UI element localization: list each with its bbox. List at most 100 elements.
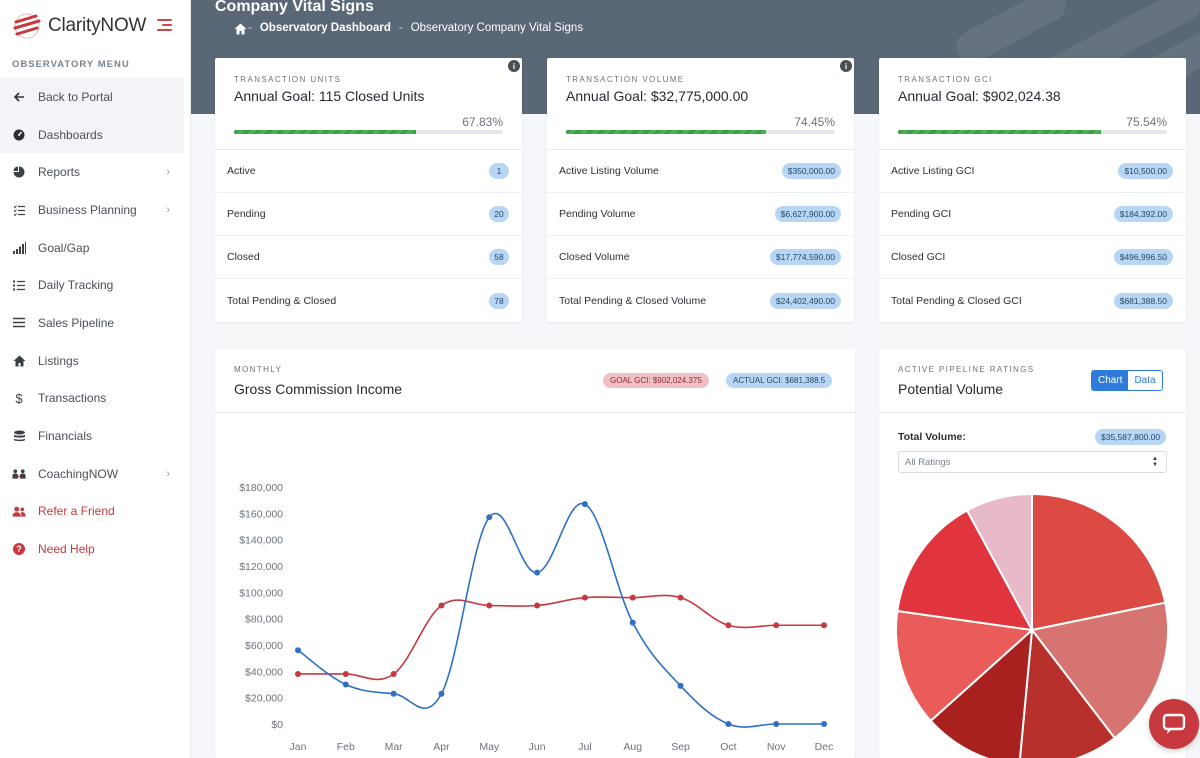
sidebar-item-business-planning[interactable]: Business Planning › <box>0 191 184 229</box>
sidebar-item-coachingnow[interactable]: CoachingNOW › <box>0 455 184 493</box>
home-icon[interactable] <box>234 23 247 35</box>
data-point[interactable] <box>534 569 541 576</box>
arrow-left-icon <box>12 90 26 104</box>
data-point[interactable] <box>534 602 541 609</box>
sidebar-item-listings[interactable]: Listings <box>0 342 184 380</box>
kpi-row-value-badge: 78 <box>489 292 509 309</box>
signal-bars-icon <box>12 241 26 255</box>
data-point[interactable] <box>677 682 684 689</box>
data-point[interactable] <box>295 670 301 677</box>
x-tick-label: May <box>479 741 500 753</box>
sidebar-item-daily-tracking[interactable]: Daily Tracking <box>0 266 184 304</box>
pie-slice[interactable] <box>895 609 1035 723</box>
data-point[interactable] <box>821 721 827 727</box>
kpi-row-label: Pending GCI <box>891 208 952 220</box>
y-tick-label: $100,000 <box>239 587 283 599</box>
pie-slice[interactable] <box>965 492 1033 631</box>
y-tick-label: $60,000 <box>245 640 283 652</box>
kpi-row: Closed Volume $17,774,590.00 <box>547 236 854 279</box>
kpi-row-label: Closed <box>227 251 260 263</box>
y-tick-label: $40,000 <box>245 666 283 678</box>
kpi-row: Closed 58 <box>215 236 522 279</box>
sidebar-item-need-help[interactable]: ? Need Help <box>0 530 184 568</box>
data-point[interactable] <box>390 670 397 677</box>
users-icon <box>12 504 26 518</box>
data-point[interactable] <box>677 594 684 601</box>
toggle-chart-button[interactable]: Chart <box>1092 371 1129 390</box>
info-icon[interactable]: i <box>840 60 852 72</box>
y-tick-label: $80,000 <box>245 614 283 626</box>
pie-slice[interactable] <box>929 627 1034 758</box>
toggle-data-button[interactable]: Data <box>1128 371 1162 390</box>
question-circle-icon: ? <box>12 542 26 556</box>
data-point[interactable] <box>629 619 636 626</box>
y-tick-label: $180,000 <box>239 482 283 494</box>
sidebar-item-label: Daily Tracking <box>38 278 114 293</box>
sidebar-item-refer-a-friend[interactable]: Refer a Friend <box>0 493 184 531</box>
sidebar-item-sales-pipeline[interactable]: Sales Pipeline <box>0 304 184 342</box>
sidebar-item-back-to-portal[interactable]: Back to Portal <box>0 78 184 116</box>
data-point[interactable] <box>821 622 827 629</box>
chat-bubble-icon <box>1162 713 1186 734</box>
actual-gci-badge: ACTUAL GCI: $681,388.5 <box>726 373 833 388</box>
chart-title: Gross Commission Income <box>234 381 403 397</box>
kpi-row-label: Pending Volume <box>559 208 636 220</box>
sidebar-item-label: Back to Portal <box>38 89 113 104</box>
breadcrumb-link-observatory-dashboard[interactable]: Observatory Dashboard <box>259 22 391 34</box>
checklist-icon <box>12 203 26 217</box>
data-point[interactable] <box>486 602 493 609</box>
pie-slice[interactable] <box>1019 627 1117 758</box>
kpi-row: Total Pending & Closed Volume $24,402,490… <box>547 279 854 322</box>
data-point[interactable] <box>390 690 397 697</box>
sidebar-item-financials[interactable]: Financials <box>0 417 184 455</box>
data-point[interactable] <box>773 622 780 629</box>
data-point[interactable] <box>438 602 445 609</box>
kpi-row: Closed GCI $496,996.50 <box>879 236 1186 279</box>
progress-bar-fill <box>234 130 417 134</box>
kpi-percent: 74.45% <box>794 115 835 129</box>
sidebar-item-transactions[interactable]: $ Transactions <box>0 380 184 418</box>
kpi-percent: 75.54% <box>1126 115 1167 129</box>
menu-toggle-icon[interactable] <box>157 19 172 34</box>
breadcrumb-separator: - <box>398 22 403 34</box>
dashboard-gauge-icon <box>12 128 26 142</box>
brand-logo[interactable]: ClarityNOW <box>12 12 146 40</box>
people-icon <box>12 467 26 481</box>
data-point[interactable] <box>581 594 588 601</box>
info-icon[interactable]: i <box>508 60 520 72</box>
sidebar-item-reports[interactable]: Reports › <box>0 153 184 191</box>
data-point[interactable] <box>773 721 780 727</box>
chat-button[interactable] <box>1149 699 1199 749</box>
y-tick-label: $160,000 <box>239 508 283 520</box>
progress-bar <box>898 130 1167 134</box>
pie-slice[interactable] <box>1031 492 1167 632</box>
y-tick-label: $0 <box>271 719 283 731</box>
progress-bar <box>566 130 835 134</box>
pie-slice[interactable] <box>896 509 1034 632</box>
kpi-row-value-badge: $184,392.00 <box>1113 206 1173 222</box>
data-point[interactable] <box>342 670 349 677</box>
kpi-row-value-badge: 20 <box>489 206 509 222</box>
sidebar-item-dashboards[interactable]: Dashboards <box>0 115 184 154</box>
data-point[interactable] <box>486 514 493 521</box>
kpi-row-label: Active Listing Volume <box>559 165 659 177</box>
x-tick-label: Nov <box>767 741 786 753</box>
home-icon <box>12 354 26 368</box>
data-point[interactable] <box>342 681 349 688</box>
data-point[interactable] <box>725 622 732 629</box>
kpi-row-value-badge: 1 <box>489 163 509 179</box>
pie-slice[interactable] <box>1030 601 1169 740</box>
x-tick-label: Sep <box>671 741 690 753</box>
kpi-row-label: Active Listing GCI <box>891 165 975 177</box>
data-point[interactable] <box>725 721 732 727</box>
sidebar-item-label: Goal/Gap <box>38 240 90 255</box>
sidebar-item-goal-gap[interactable]: Goal/Gap <box>0 229 184 267</box>
data-point[interactable] <box>581 501 588 508</box>
data-point[interactable] <box>629 594 636 601</box>
kpi-percent: 67.83% <box>462 115 503 129</box>
menu-title: OBSERVATORY MENU <box>12 59 130 70</box>
data-point[interactable] <box>438 690 445 697</box>
progress-bar <box>234 130 503 134</box>
data-point[interactable] <box>295 647 301 654</box>
ratings-select[interactable]: All Ratings ▲ ▼ <box>898 451 1167 473</box>
